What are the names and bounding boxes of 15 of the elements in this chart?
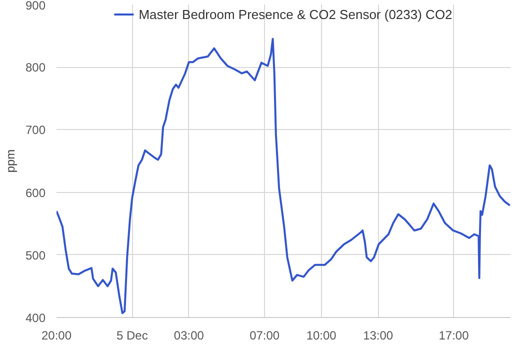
x-tick-label: 03:00 xyxy=(174,328,204,342)
x-tick-label: 5 Dec xyxy=(116,328,148,342)
x-tick-label: 13:00 xyxy=(363,328,394,342)
y-tick-label: 800 xyxy=(25,60,46,75)
y-tick-label: 900 xyxy=(25,0,46,12)
y-tick-label: 400 xyxy=(25,311,46,325)
x-tick-label: 17:00 xyxy=(438,328,470,342)
y-tick-label: 700 xyxy=(25,123,46,138)
y-tick-label: 600 xyxy=(25,186,46,200)
y-tick-label: 500 xyxy=(25,248,46,262)
x-tick-label: 07:00 xyxy=(250,328,280,342)
x-tick-label: 10:00 xyxy=(306,328,337,342)
x-tick-label: 20:00 xyxy=(41,328,72,342)
legend-label: Master Bedroom Presence & CO2 Sensor (0233) CO2 xyxy=(138,6,452,22)
y-axis-title: ppm xyxy=(3,149,18,173)
